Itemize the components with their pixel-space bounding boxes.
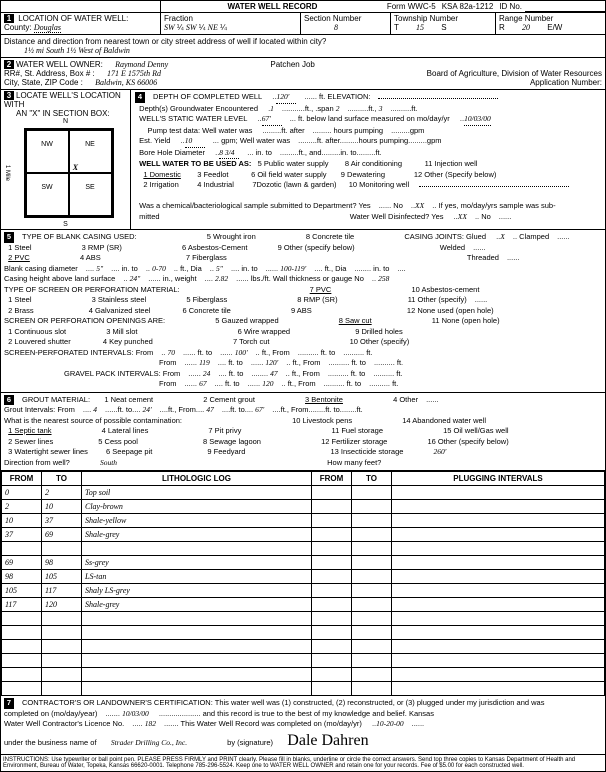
owner-name: Raymond Denny xyxy=(115,60,168,69)
table-row: 105117Shaly LS-grey xyxy=(2,584,605,598)
range-val: 20 xyxy=(522,23,530,32)
swl-date: 10/03/00 xyxy=(464,114,491,126)
col-plug: PLUGGING INTERVALS xyxy=(392,472,605,486)
sec-1-num: 1 xyxy=(4,14,14,23)
table-row xyxy=(2,626,605,640)
instructions: INSTRUCTIONS: Use typewriter or ball poi… xyxy=(1,755,605,771)
table-row: 98105LS-tan xyxy=(2,570,605,584)
table-row: 6998Ss-grey xyxy=(2,556,605,570)
section-5: 5TYPE OF BLANK CASING USED: 5 Wrought ir… xyxy=(1,230,605,393)
section-2: 2WATER WELL OWNER: Raymond Denny Patchen… xyxy=(1,58,605,90)
record-date: 10-20-00 xyxy=(376,719,404,728)
form-no: Form WWC-5 xyxy=(384,1,439,12)
county-value: Douglas xyxy=(34,23,61,33)
township-label: Township Number xyxy=(394,14,458,23)
app-num-label: Application Number: xyxy=(530,78,602,87)
section-6: 6GROUT MATERIAL: 1 Neat cement 2 Cement … xyxy=(1,393,605,472)
business-name: Strader Drilling Co., Inc. xyxy=(111,738,187,747)
col-lith: LITHOLOGIC LOG xyxy=(82,472,312,486)
x-marker: X xyxy=(73,163,78,172)
county-label: County: xyxy=(4,23,32,32)
table-row xyxy=(2,682,605,696)
depth-val: 120' xyxy=(276,92,296,104)
sec1-label: LOCATION OF WATER WELL: xyxy=(18,14,128,23)
section-num-label: Section Number xyxy=(304,14,361,23)
table-row: 210Clay-brown xyxy=(2,500,605,514)
id-no-label: ID No. xyxy=(496,1,525,12)
section-box: NW NE SW SE X xyxy=(24,128,114,218)
direction-val: South xyxy=(100,458,117,467)
header-row: WATER WELL RECORD Form WWC-5 KSA 82a-121… xyxy=(1,1,605,13)
form-container: WATER WELL RECORD Form WWC-5 KSA 82a-121… xyxy=(0,0,606,772)
col-to: TO xyxy=(42,472,82,486)
owner-city: Baldwin, KS 66006 xyxy=(95,78,157,87)
form-title: WATER WELL RECORD xyxy=(161,1,384,12)
table-row: 1037Shale-yellow xyxy=(2,514,605,528)
owner-addr: 171 E 1575th Rd xyxy=(107,69,161,78)
section-1: 1 LOCATION OF WATER WELL: County: Dougla… xyxy=(1,13,605,35)
col-from: FROM xyxy=(2,472,42,486)
table-row: 3769Shale-grey xyxy=(2,528,605,542)
table-row: 117120Shale-grey xyxy=(2,598,605,612)
license-no: 182 xyxy=(145,719,156,728)
ksa-no: KSA 82a-1212 xyxy=(439,1,497,12)
table-row xyxy=(2,612,605,626)
table-row xyxy=(2,654,605,668)
section-7: 7CONTRACTOR'S OR LANDOWNER'S CERTIFICATI… xyxy=(1,696,605,755)
board-label: Board of Agriculture, Division of Water … xyxy=(427,69,602,78)
lithologic-table: FROM TO LITHOLOGIC LOG FROM TO PLUGGING … xyxy=(1,471,605,696)
table-row: 02Top soil xyxy=(2,486,605,500)
job-label: Patchen Job xyxy=(270,60,314,69)
table-row xyxy=(2,640,605,654)
section-3-4: 3LOCATE WELL'S LOCATION WITH AN "X" IN S… xyxy=(1,90,605,230)
distance-value: 1½ mi South 1½ West of Baldwin xyxy=(24,46,130,55)
est-yield: 10 xyxy=(185,136,205,148)
table-row xyxy=(2,668,605,682)
fraction-label: Fraction xyxy=(164,14,193,23)
swl-val: 67' xyxy=(262,114,282,126)
bore-dia: 8 3/4 xyxy=(219,148,239,160)
table-row xyxy=(2,542,605,556)
range-label: Range Number xyxy=(499,14,553,23)
township-val: 15 xyxy=(416,23,424,32)
completion-date: 10/03/00 xyxy=(122,709,149,718)
distance-row: Distance and direction from nearest town… xyxy=(1,35,605,58)
section-num: 8 xyxy=(334,23,338,32)
